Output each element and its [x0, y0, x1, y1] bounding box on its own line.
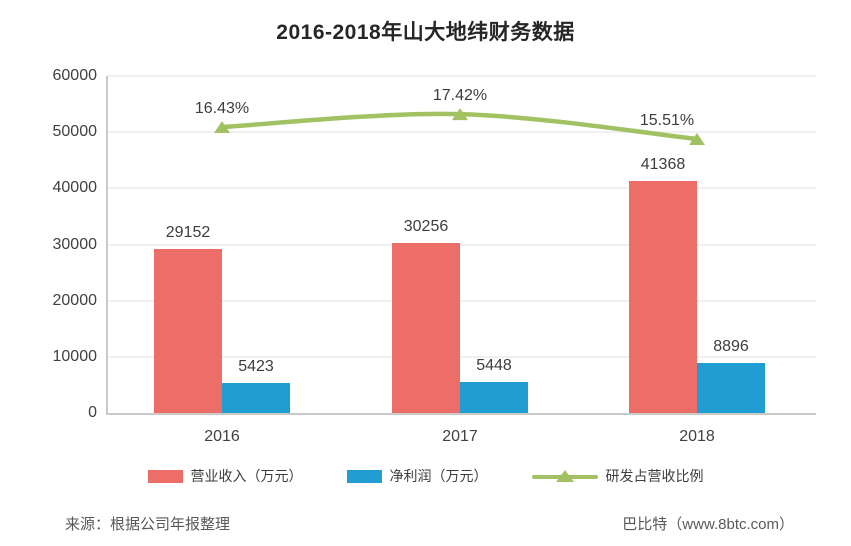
bar-revenue-2017: [392, 243, 460, 413]
gridline: [107, 299, 816, 302]
line-marker: [452, 108, 468, 121]
y-axis-line: [106, 76, 108, 415]
source-note: 来源：根据公司年报整理: [65, 516, 231, 533]
legend-label: 营业收入（万元）: [190, 468, 303, 484]
bar-value-label: 30256: [403, 218, 449, 235]
legend-label: 研发占营收比例: [605, 468, 704, 484]
legend-swatch: [346, 469, 382, 483]
gridline: [107, 243, 816, 246]
bar-value-label: 5448: [476, 357, 512, 374]
legend: 营业收入（万元） 净利润（万元） 研发占营收比例: [0, 466, 851, 486]
percent-label: 15.51%: [639, 111, 695, 129]
legend-item-rd-ratio: 研发占营收比例: [531, 466, 704, 486]
legend-line-marker: [531, 469, 598, 483]
bar-profit-2016: [222, 383, 290, 413]
bar-profit-2018: [697, 363, 765, 413]
chart-title: 2016-2018年山大地纬财务数据: [276, 21, 575, 44]
bar-value-label: 41368: [640, 156, 686, 173]
gridline: [107, 355, 816, 358]
triangle-icon: [555, 469, 574, 482]
percent-label: 16.43%: [194, 100, 250, 117]
y-axis-tick-label: 10000: [52, 347, 98, 365]
bar-value-label: 8896: [713, 338, 749, 355]
bar-profit-2017: [460, 382, 528, 413]
gridline: [107, 131, 816, 134]
gridline: [107, 75, 816, 77]
x-axis-label-2018: 2018: [679, 428, 715, 445]
bar-revenue-2018: [629, 181, 697, 413]
bar-value-label: 5423: [238, 358, 274, 375]
bar-value-label: 29152: [165, 224, 211, 241]
bar-revenue-2016: [154, 249, 222, 413]
legend-item-profit: 净利润（万元）: [346, 466, 488, 486]
y-axis-tick-label: 20000: [52, 291, 98, 309]
brand-credit: 巴比特（www.8btc.com）: [622, 516, 794, 533]
percent-label: 17.42%: [432, 87, 488, 105]
y-axis-tick-label: 50000: [52, 123, 98, 141]
line-marker: [689, 132, 705, 145]
x-axis-label-2016: 2016: [204, 428, 240, 445]
gridline: [107, 187, 816, 190]
x-axis-line: [107, 413, 816, 415]
legend-swatch: [147, 469, 183, 483]
y-axis-tick-label: 40000: [52, 179, 98, 197]
legend-item-revenue: 营业收入（万元）: [147, 466, 303, 486]
y-axis-tick-label: 60000: [52, 67, 98, 84]
y-axis-tick-label: 0: [88, 404, 97, 421]
y-axis-tick-label: 30000: [52, 235, 98, 253]
legend-label: 净利润（万元）: [389, 468, 488, 484]
x-axis-label-2017: 2017: [442, 428, 478, 445]
